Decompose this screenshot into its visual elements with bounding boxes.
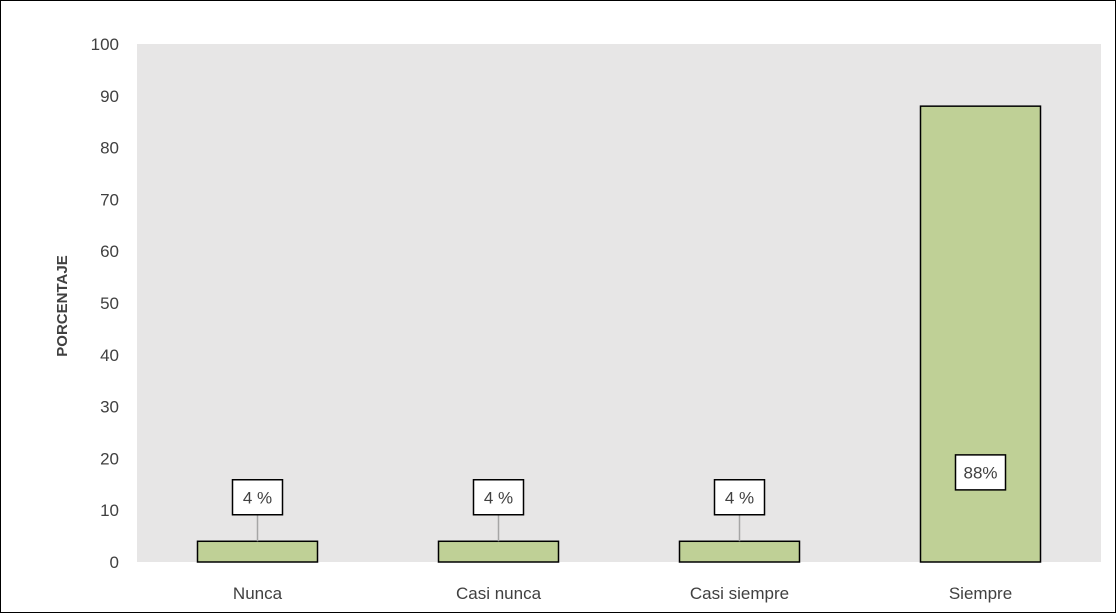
y-tick-label: 100 (91, 35, 119, 54)
y-tick-label: 20 (100, 449, 119, 468)
x-category-label: Siempre (949, 584, 1012, 603)
y-tick-label: 70 (100, 190, 119, 209)
x-axis-categories: Nunca Casi nunca Casi siempre Siempre (233, 584, 1012, 603)
data-label: 88% (963, 463, 997, 482)
y-tick-label: 30 (100, 398, 119, 417)
y-axis-label: PORCENTAJE (54, 255, 71, 356)
data-label-box (954, 454, 1007, 491)
bar (196, 540, 319, 563)
y-tick-label: 50 (100, 294, 119, 313)
data-label: 4 % (243, 488, 272, 507)
bar (678, 540, 801, 563)
data-label-box (231, 479, 284, 516)
y-tick-label: 0 (110, 553, 119, 572)
data-labels: 4 % 4 % 4 % 88% (231, 454, 1007, 542)
y-tick-label: 80 (100, 139, 119, 158)
data-label: 4 % (484, 488, 513, 507)
x-category-label: Casi nunca (456, 584, 542, 603)
x-category-label: Casi siempre (690, 584, 789, 603)
bar (437, 540, 560, 563)
y-tick-label: 90 (100, 87, 119, 106)
y-tick-label: 40 (100, 346, 119, 365)
data-label-box (472, 479, 525, 516)
x-category-label: Nunca (233, 584, 283, 603)
data-label: 4 % (725, 488, 754, 507)
y-tick-label: 10 (100, 501, 119, 520)
bar (919, 105, 1042, 563)
y-axis-ticks: 0 10 20 30 40 50 60 70 80 90 100 (91, 35, 119, 572)
data-label-box (713, 479, 766, 516)
y-tick-label: 60 (100, 242, 119, 261)
